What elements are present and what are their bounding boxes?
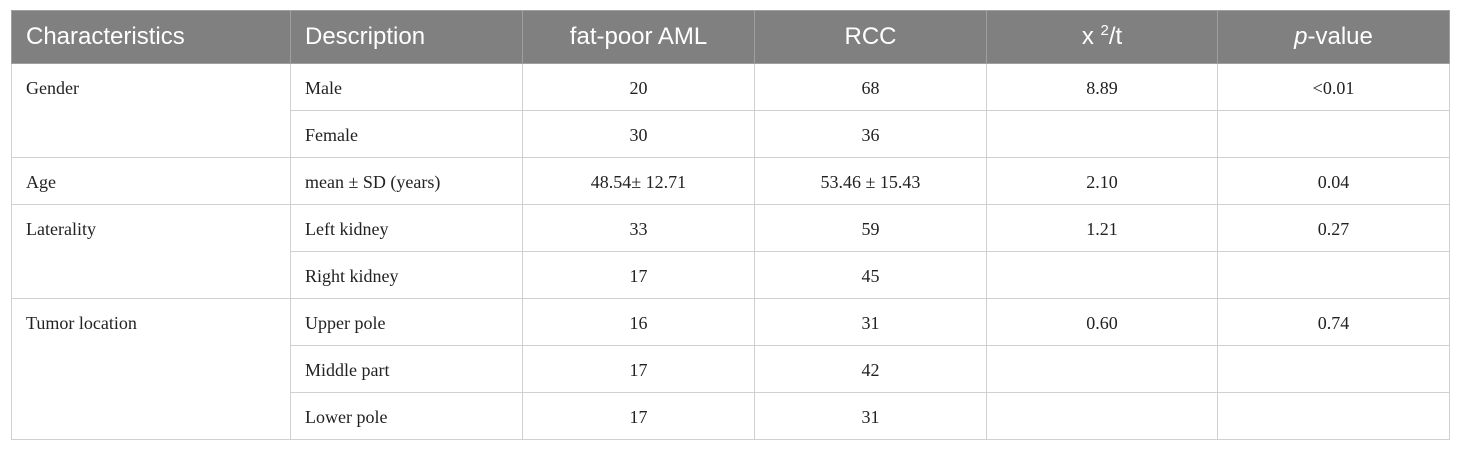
- cell-p: [1217, 110, 1450, 158]
- cell-rcc: 31: [754, 392, 987, 440]
- cell-rcc: 45: [754, 251, 987, 299]
- cell-characteristic: Tumor location: [11, 298, 291, 440]
- table-row: Age mean ± SD (years) 48.54± 12.71 53.46…: [11, 157, 1450, 205]
- characteristics-table: Characteristics Description fat-poor AML…: [11, 10, 1450, 440]
- cell-rcc: 36: [754, 110, 987, 158]
- cell-aml: 16: [522, 298, 755, 346]
- header-chi-superscript: 2: [1100, 22, 1109, 39]
- table-row: Lower pole 17 31: [12, 392, 1450, 440]
- cell-aml: 48.54± 12.71: [522, 157, 755, 205]
- cell-p: 0.27: [1217, 204, 1450, 252]
- header-characteristics: Characteristics: [11, 10, 291, 64]
- cell-description: mean ± SD (years): [290, 157, 523, 205]
- cell-description: Female: [290, 110, 523, 158]
- cell-p: 0.74: [1217, 298, 1450, 346]
- cell-rcc: 68: [754, 63, 987, 111]
- table-body: Gender Male 20 68 8.89 <0.01 Female 30 3…: [11, 63, 1450, 440]
- header-fat-poor-aml: fat-poor AML: [522, 10, 755, 64]
- table-row: Right kidney 17 45: [12, 251, 1450, 299]
- cell-description: Left kidney: [290, 204, 523, 252]
- cell-stat: 2.10: [986, 157, 1218, 205]
- cell-characteristic: Gender: [11, 63, 291, 158]
- cell-stat: [986, 251, 1218, 299]
- header-p-rest: -value: [1307, 23, 1373, 50]
- header-row: Characteristics Description fat-poor AML…: [11, 10, 1450, 64]
- cell-description: Lower pole: [290, 392, 523, 440]
- cell-stat: 0.60: [986, 298, 1218, 346]
- header-chi-square-t: x 2/t: [986, 10, 1218, 64]
- table-row: Tumor location Upper pole 16 31 0.60 0.7…: [11, 298, 1450, 440]
- table-row: Gender Male 20 68 8.89 <0.01: [11, 63, 1450, 158]
- cell-stat: 8.89: [986, 63, 1218, 111]
- cell-p: [1217, 345, 1450, 393]
- cell-aml: 17: [522, 345, 755, 393]
- header-p-value: p-value: [1217, 10, 1450, 64]
- cell-stat: [986, 392, 1218, 440]
- cell-stat: [986, 345, 1218, 393]
- cell-description: Middle part: [290, 345, 523, 393]
- header-p-italic: p: [1294, 23, 1308, 50]
- cell-aml: 20: [522, 63, 755, 111]
- cell-stat: 1.21: [986, 204, 1218, 252]
- cell-p: 0.04: [1217, 157, 1450, 205]
- cell-rcc: 53.46 ± 15.43: [754, 157, 987, 205]
- table-header: Characteristics Description fat-poor AML…: [11, 10, 1450, 64]
- cell-characteristic: Laterality: [11, 204, 291, 299]
- cell-description: Male: [290, 63, 523, 111]
- cell-characteristic: Age: [11, 157, 291, 205]
- header-description: Description: [290, 10, 523, 64]
- cell-aml: 17: [522, 251, 755, 299]
- cell-rcc: 42: [754, 345, 987, 393]
- cell-description: Right kidney: [290, 251, 523, 299]
- cell-stat: [986, 110, 1218, 158]
- header-chi-rest: /t: [1108, 23, 1123, 50]
- cell-aml: 30: [522, 110, 755, 158]
- cell-aml: 17: [522, 392, 755, 440]
- table-row: Laterality Left kidney 33 59 1.21 0.27: [11, 204, 1450, 299]
- cell-description: Upper pole: [290, 298, 523, 346]
- table-row: Female 30 36: [12, 110, 1450, 158]
- header-chi-base: x: [1081, 23, 1101, 50]
- cell-p: [1217, 392, 1450, 440]
- cell-aml: 33: [522, 204, 755, 252]
- cell-rcc: 31: [754, 298, 987, 346]
- cell-p: [1217, 251, 1450, 299]
- cell-rcc: 59: [754, 204, 987, 252]
- cell-p: <0.01: [1217, 63, 1450, 111]
- header-rcc: RCC: [754, 10, 987, 64]
